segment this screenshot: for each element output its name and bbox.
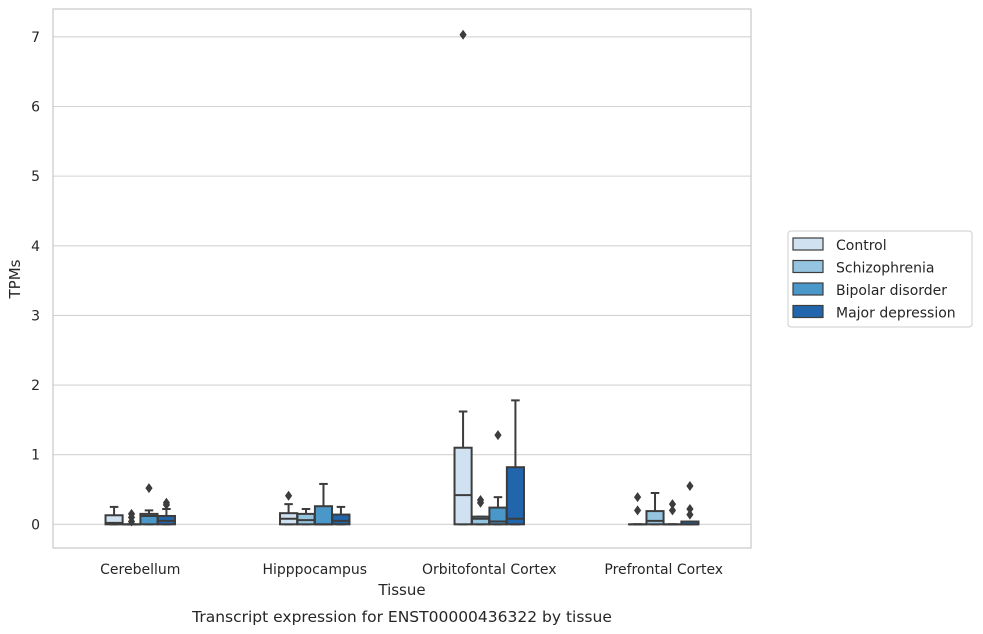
x-axis-ticks: Cerebellum Hipppocampus Orbitofontal Corte…	[100, 562, 723, 578]
outlier-point	[686, 481, 694, 492]
legend-label: Major depression	[836, 306, 956, 322]
y-tick-label: 1	[31, 448, 40, 464]
box-group	[139, 483, 159, 526]
legend: Control Schizophrenia Bipolar disorder Majo…	[787, 230, 973, 328]
box-iqr	[331, 513, 351, 526]
x-tick-label: Prefrontal Cortex	[604, 562, 723, 578]
box-group	[662, 499, 683, 526]
box-iqr	[313, 505, 334, 526]
legend-swatch	[792, 237, 824, 251]
y-tick-label: 3	[31, 308, 40, 324]
outlier-point	[668, 505, 677, 516]
outlier-point	[459, 29, 467, 40]
grid-lines	[53, 36, 751, 525]
box-iqr	[645, 510, 665, 526]
box-group	[488, 430, 508, 526]
outlier-point	[162, 497, 171, 508]
box-group	[156, 497, 176, 526]
plot-marks	[104, 29, 700, 527]
box-group	[296, 508, 316, 526]
box-group	[628, 492, 648, 526]
box-iqr	[104, 514, 124, 526]
legend-box	[787, 230, 973, 328]
box-group	[645, 491, 665, 526]
box-iqr	[296, 512, 316, 526]
y-tick-label: 6	[31, 99, 40, 115]
x-tick-label: Hipppocampus	[262, 562, 367, 578]
y-tick-label: 0	[31, 517, 40, 533]
x-tick-label: Cerebellum	[100, 562, 180, 578]
plot-area-frame	[52, 8, 752, 549]
y-axis-ticks: 0 1 2 3 4 5 6 7	[31, 30, 40, 533]
legend-swatch	[792, 282, 824, 296]
y-tick-label: 7	[31, 30, 40, 46]
outlier-point	[633, 505, 642, 516]
outlier-point	[686, 504, 694, 515]
outlier-point	[494, 430, 502, 441]
x-axis-label: Tissue	[377, 581, 425, 599]
y-tick-label: 2	[31, 378, 40, 394]
legend-label: Bipolar disorder	[836, 283, 947, 299]
box-group	[121, 508, 142, 527]
outlier-point	[668, 499, 677, 510]
y-tick-label: 5	[31, 169, 40, 185]
outlier-point	[686, 509, 694, 520]
outlier-point	[633, 492, 642, 503]
box-group	[505, 399, 525, 526]
outlier-point	[284, 490, 293, 501]
outlier-point	[476, 494, 485, 505]
box-group	[104, 505, 124, 526]
legend-label: Control	[836, 238, 887, 254]
box-group	[680, 481, 700, 526]
box-group	[470, 494, 491, 526]
x-tick-label: Orbitofontal Cortex	[422, 562, 557, 578]
legend-label: Schizophrenia	[836, 261, 934, 277]
box-iqr	[453, 446, 473, 526]
chart-caption: Transcript expression for ENST0000043632…	[191, 608, 612, 626]
legend-swatch	[792, 259, 824, 274]
box-group	[279, 490, 299, 526]
box-group	[331, 505, 351, 526]
box-group	[313, 482, 334, 526]
box-iqr	[505, 466, 525, 526]
y-tick-label: 4	[31, 239, 40, 255]
y-axis-label: TPMs	[6, 259, 24, 299]
outlier-point	[145, 483, 153, 494]
outlier-point	[127, 508, 136, 519]
box-group	[453, 29, 473, 526]
legend-swatch	[792, 304, 824, 319]
